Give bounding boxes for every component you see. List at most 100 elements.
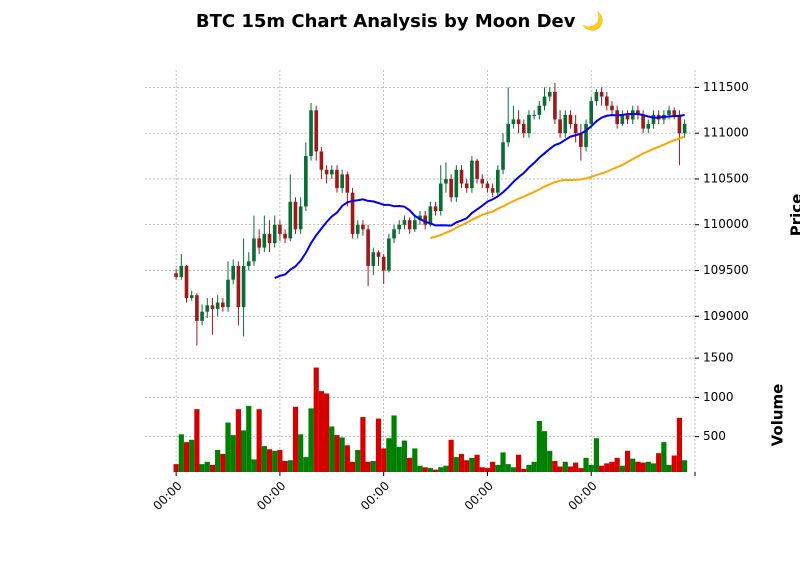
candle-body <box>464 183 469 189</box>
volume-bar <box>526 464 532 472</box>
candle-body <box>252 238 256 262</box>
volume-bar <box>479 467 485 472</box>
candle-body <box>226 279 230 308</box>
volume-bar <box>256 409 262 472</box>
candle-body <box>501 142 505 170</box>
y-tick-label: 109000 <box>703 309 749 323</box>
volume-bar <box>360 417 366 472</box>
volume-bar <box>557 466 563 472</box>
volume-bar <box>614 457 620 472</box>
volume-bar <box>391 415 397 472</box>
volume-bar <box>365 461 371 472</box>
candle-body <box>449 178 453 198</box>
volume-bar <box>183 442 190 472</box>
candle-body <box>189 295 194 298</box>
candle-body <box>625 114 630 120</box>
volume-bar <box>438 467 444 472</box>
candle-body <box>355 224 360 234</box>
candle-body <box>563 114 568 134</box>
volume-bar <box>308 408 314 472</box>
volume-bar <box>500 452 506 472</box>
volume-bar <box>536 420 542 472</box>
volume-axis-label: Volume <box>769 384 787 447</box>
volume-bar <box>547 450 553 472</box>
volume-bar <box>656 453 662 472</box>
volume-bar <box>407 457 413 472</box>
candle-body <box>350 192 355 234</box>
volume-bar <box>490 461 496 472</box>
volume-bar <box>443 465 449 472</box>
volume-bar <box>432 469 439 472</box>
candle-body <box>646 124 651 129</box>
volume-bar <box>458 453 465 472</box>
candle-body <box>485 183 490 189</box>
candle-body <box>257 238 261 248</box>
candle-body <box>641 114 645 129</box>
volume-bar <box>661 442 667 472</box>
candle-body <box>589 101 594 125</box>
candle-body <box>298 206 303 230</box>
volume-bar <box>194 409 200 472</box>
volume-bar <box>619 465 625 472</box>
candle-body <box>594 91 599 102</box>
candle-body <box>231 265 236 280</box>
volume-bar <box>220 453 226 472</box>
candle-body <box>304 156 308 207</box>
volume-bar <box>578 468 584 472</box>
volume-bar <box>682 460 688 472</box>
volume-bar <box>567 466 574 472</box>
volume-bar <box>541 431 548 472</box>
y-tick-label: 111000 <box>703 126 749 140</box>
volume-bar <box>251 459 257 472</box>
volume-bar <box>573 462 579 472</box>
volume-bar <box>375 418 382 472</box>
volume-bar <box>215 450 221 472</box>
volume-bar <box>189 439 195 472</box>
candle-body <box>184 265 189 298</box>
candle-body <box>397 224 402 230</box>
x-tick-label: 00:00 <box>254 479 288 513</box>
volume-bar <box>173 464 179 472</box>
candle-body <box>677 114 682 134</box>
candle-body <box>319 151 324 170</box>
candle-body <box>314 110 319 152</box>
candle-body <box>547 91 552 97</box>
volume-bar <box>552 461 558 472</box>
candle-body <box>620 114 625 125</box>
volume-bar <box>562 461 568 472</box>
candle-body <box>532 114 536 116</box>
candle-body <box>267 233 272 244</box>
chart-title: BTC 15m Chart Analysis by Moon Dev 🌙 <box>196 10 604 32</box>
volume-bar <box>412 448 418 472</box>
volume-bar <box>666 464 672 472</box>
candle-body <box>387 238 391 271</box>
candle-body <box>584 124 588 147</box>
candle-body <box>376 252 381 257</box>
volume-bar <box>630 458 636 472</box>
volume-bar <box>282 461 288 472</box>
volume-bar <box>266 449 273 472</box>
candle-body <box>672 110 677 115</box>
candle-body <box>506 124 511 143</box>
volume-bar <box>318 391 325 472</box>
candle-body <box>444 178 448 184</box>
candle-body <box>309 110 313 157</box>
volume-bar <box>355 450 361 472</box>
volume-bar <box>521 468 527 472</box>
candle-body <box>236 265 241 308</box>
volume-bar <box>599 465 605 472</box>
y-tick-label: 110500 <box>703 171 749 185</box>
volume-bar <box>515 454 522 472</box>
volume-tick-label: 1500 <box>703 351 734 365</box>
candle-body <box>490 188 495 193</box>
volume-bar <box>464 460 470 472</box>
volume-bar <box>396 446 402 472</box>
volume-bar <box>246 406 252 472</box>
candle-body <box>438 183 443 211</box>
candle-body <box>210 305 215 309</box>
volume-bar <box>334 435 340 472</box>
candle-body <box>174 273 178 277</box>
candle-body <box>527 114 531 134</box>
candle-body <box>205 305 210 312</box>
volume-bar <box>298 434 304 472</box>
